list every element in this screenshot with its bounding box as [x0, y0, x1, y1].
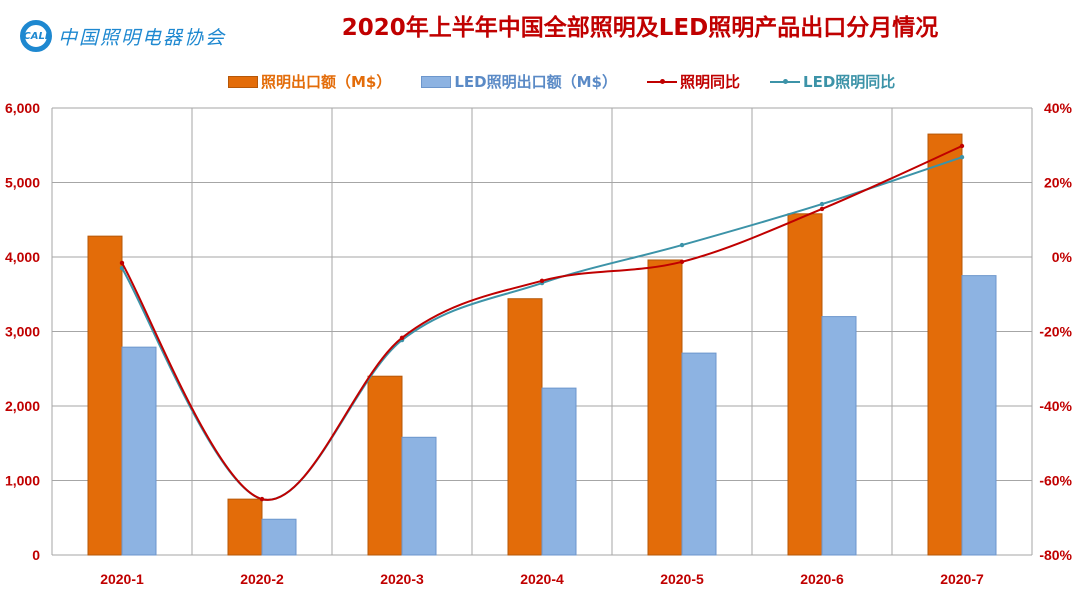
bar-lighting-export	[507, 298, 543, 556]
left-axis-tick-label: 6,000	[5, 100, 40, 116]
bar-led-export	[541, 387, 577, 556]
bar-led-export	[261, 518, 297, 556]
bar-led-export	[961, 275, 997, 556]
line-lighting-yoy-point	[399, 335, 405, 341]
chart-title: 2020年上半年中国全部照明及LED照明产品出口分月情况	[341, 15, 939, 41]
left-axis-tick-label: 5,000	[5, 175, 40, 191]
x-axis-tick-label: 2020-1	[100, 571, 144, 587]
bar-led-export	[121, 346, 157, 556]
line-led-yoy-point	[819, 201, 825, 207]
left-axis-tick-label: 4,000	[5, 249, 40, 265]
bar-lighting-export	[227, 498, 263, 556]
legend-item-lighting-yoy: 照明同比	[647, 71, 740, 92]
legend-item-lighting-export: 照明出口额（M$）	[228, 71, 391, 92]
x-axis-tick-label: 2020-4	[520, 571, 564, 587]
left-axis-tick-label: 3,000	[5, 324, 40, 340]
left-axis-tick-label: 1,000	[5, 473, 40, 489]
logo-mark: CALI	[20, 20, 52, 52]
legend-label: LED照明同比	[803, 73, 896, 91]
x-axis-tick-label: 2020-2	[240, 571, 284, 587]
x-axis-tick-label: 2020-7	[940, 571, 984, 587]
line-led-yoy-point	[959, 154, 965, 160]
left-axis-tick-label: 2,000	[5, 398, 40, 414]
legend-swatch	[647, 78, 677, 84]
legend-label: 照明出口额（M$）	[261, 73, 392, 91]
bar-lighting-export	[87, 235, 123, 556]
right-axis-tick-label: -40%	[1039, 398, 1072, 414]
x-axis-tick-label: 2020-3	[380, 571, 424, 587]
legend-item-led-yoy: LED照明同比	[770, 71, 895, 92]
legend-swatch	[228, 75, 258, 88]
line-lighting-yoy-point	[679, 259, 685, 265]
line-lighting-yoy-point	[819, 206, 825, 212]
right-axis-tick-label: 0%	[1052, 249, 1073, 265]
legend-label: 照明同比	[680, 73, 741, 91]
logo-text: 中国照明电器协会	[58, 26, 227, 49]
legend-item-led-export: LED照明出口额（M$）	[421, 71, 617, 92]
bar-led-export	[401, 436, 437, 556]
legend-label: LED照明出口额（M$）	[454, 73, 617, 91]
right-axis-tick-label: -20%	[1039, 324, 1072, 340]
line-lighting-yoy-point	[119, 260, 125, 266]
legend-swatch	[421, 75, 452, 88]
bar-lighting-export	[787, 213, 823, 556]
left-axis-tick-label: 0	[32, 547, 40, 563]
line-lighting-yoy-point	[959, 143, 965, 149]
right-axis-tick-label: -80%	[1039, 547, 1072, 563]
x-axis-tick-label: 2020-6	[800, 571, 844, 587]
logo: CALI 中国照明电器协会	[20, 20, 226, 52]
legend: 照明出口额（M$） LED照明出口额（M$） 照明同比 LED照明同比	[228, 71, 895, 92]
bar-lighting-export	[927, 133, 963, 556]
legend-swatch	[770, 78, 801, 84]
bar-lighting-export	[367, 375, 403, 556]
line-lighting-yoy-point	[539, 278, 545, 284]
line-lighting-yoy-point	[259, 496, 265, 502]
x-axis-tick-label: 2020-5	[660, 571, 704, 587]
right-axis-tick-label: 40%	[1044, 100, 1073, 116]
right-axis-tick-label: 20%	[1044, 175, 1073, 191]
line-led-yoy-point	[679, 242, 685, 248]
right-axis-tick-label: -60%	[1039, 473, 1072, 489]
bar-led-export	[821, 316, 857, 556]
bar-led-export	[681, 352, 717, 556]
bar-lighting-export	[647, 259, 683, 556]
line-led-yoy-point	[119, 265, 125, 271]
